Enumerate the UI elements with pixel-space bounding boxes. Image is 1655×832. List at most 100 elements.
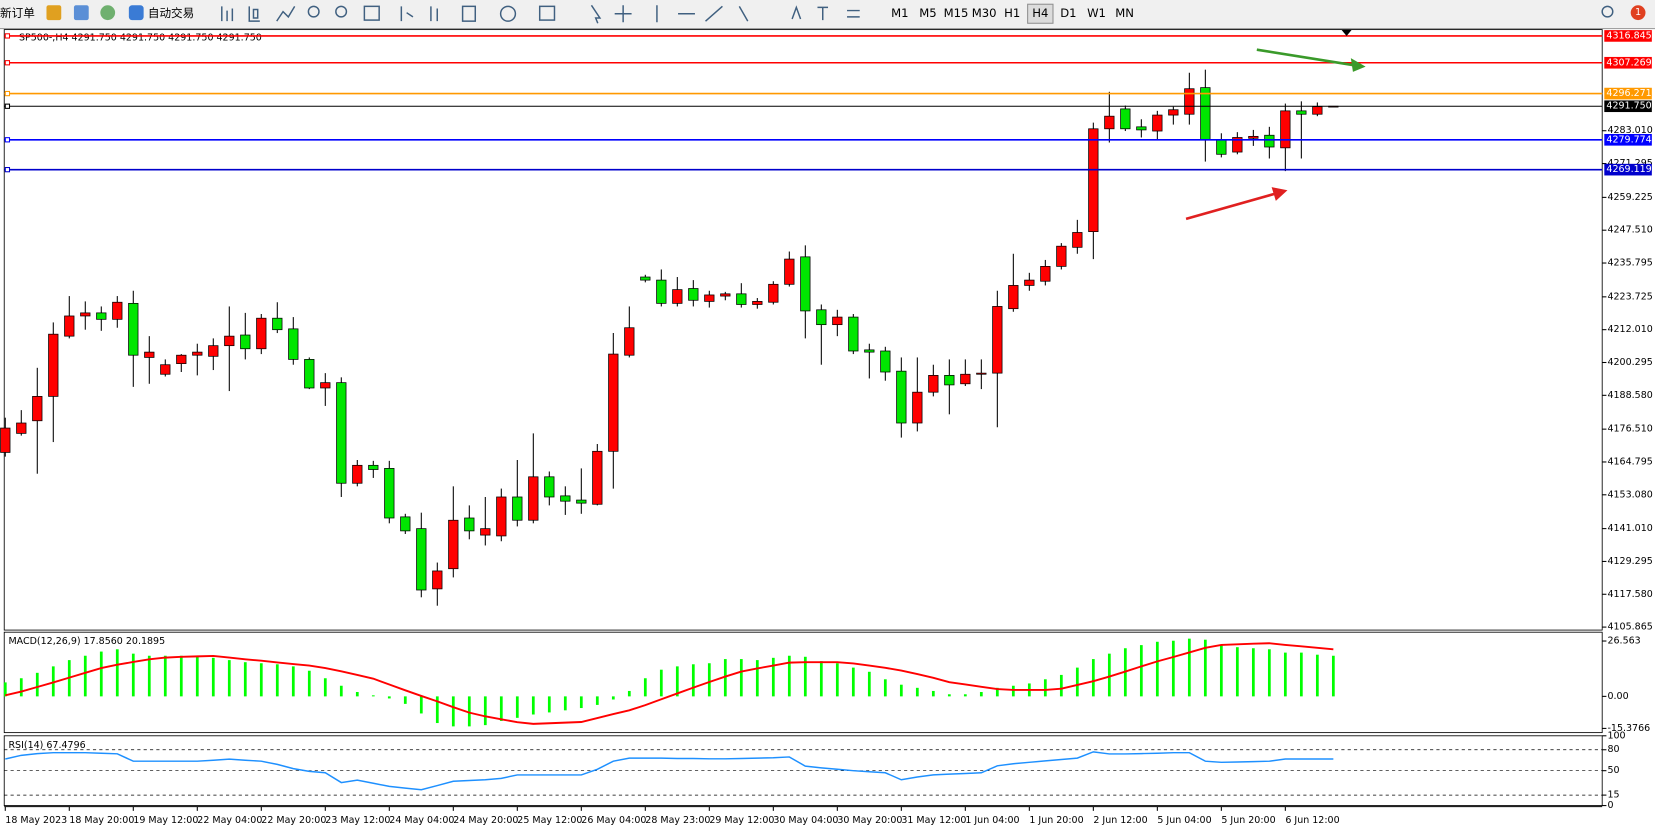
y-tick-label: 80	[1607, 744, 1619, 755]
candle-body	[528, 476, 539, 521]
y-tick-label: 0.00	[1607, 691, 1628, 702]
candle-body	[496, 496, 507, 537]
level-handle	[4, 137, 11, 143]
candle-body	[1248, 135, 1259, 139]
rsi-line	[5, 751, 1334, 791]
candle-body	[1024, 279, 1035, 286]
candle-body	[912, 391, 923, 424]
candle-body	[976, 372, 987, 375]
candle-body	[1184, 88, 1195, 115]
period-label[interactable]: H4	[1032, 6, 1048, 20]
macd-bar	[1155, 641, 1159, 697]
y-tick-label: 4223.725	[1607, 291, 1652, 302]
icon[interactable]	[100, 5, 116, 21]
price-tag	[1604, 100, 1652, 113]
price-tag-label: 4291.750	[1606, 101, 1651, 112]
auto-trading-button[interactable]: 自动交易	[148, 6, 194, 20]
period-label[interactable]: M1	[891, 6, 908, 20]
icon[interactable]	[128, 5, 144, 21]
macd-bar	[707, 663, 711, 697]
x-tick-label: 25 May 12:00	[517, 815, 582, 826]
macd-bar	[1251, 648, 1255, 697]
icon[interactable]	[847, 9, 860, 18]
toolbar	[0, 0, 1655, 29]
period-label[interactable]: D1	[1060, 6, 1076, 20]
candle-body	[240, 334, 251, 350]
price-tag	[1604, 133, 1652, 146]
y-tick-label: 4129.295	[1607, 556, 1652, 567]
icon[interactable]	[248, 6, 260, 22]
x-tick-label: 29 May 12:00	[709, 815, 774, 826]
icon[interactable]	[73, 5, 89, 21]
period-label[interactable]: H1	[1004, 6, 1020, 20]
candle-body	[992, 306, 1003, 374]
candle-body	[784, 258, 795, 285]
period-label[interactable]: MN	[1115, 6, 1134, 20]
candle-body	[560, 495, 571, 502]
period-label[interactable]: W1	[1087, 6, 1106, 20]
price-tag-label: 4279.774	[1606, 134, 1651, 145]
icon[interactable]	[499, 5, 517, 22]
candle-body	[320, 382, 331, 389]
icon[interactable]	[590, 4, 602, 24]
macd-bar	[19, 678, 23, 697]
macd-bar	[739, 659, 743, 697]
period-button[interactable]	[1027, 3, 1054, 24]
macd-bar	[851, 667, 855, 697]
icon[interactable]	[656, 5, 749, 23]
y-tick-label: 50	[1607, 765, 1619, 776]
annotations	[1185, 29, 1366, 221]
icon[interactable]	[221, 6, 234, 22]
icon[interactable]	[614, 5, 632, 23]
x-tick-label: 26 May 04:00	[581, 815, 646, 826]
macd-bar	[307, 670, 311, 697]
candle-body	[704, 294, 715, 302]
icon[interactable]	[335, 5, 348, 18]
macd-bar	[339, 685, 343, 697]
x-tick-label: 24 May 04:00	[389, 815, 454, 826]
macd-bar	[195, 656, 199, 697]
candle-body	[720, 293, 731, 297]
candle-body	[1072, 232, 1083, 248]
annotation-arrow	[1256, 48, 1357, 67]
x-tick-label: 6 Jun 12:00	[1285, 815, 1339, 826]
macd-bar	[963, 694, 967, 697]
icon[interactable]	[461, 5, 477, 22]
macd-bar	[515, 696, 519, 718]
period-label[interactable]: M15	[944, 6, 969, 20]
icon[interactable]	[430, 6, 438, 22]
macd-bar	[51, 666, 55, 697]
new-order-button[interactable]: 新订单	[0, 6, 35, 20]
macd-bar	[1171, 640, 1175, 697]
icon[interactable]	[363, 5, 380, 21]
notification-badge[interactable]	[1630, 5, 1646, 21]
y-tick-label: 15	[1607, 790, 1619, 801]
candle-body	[336, 382, 347, 484]
price-tag-label: 4307.269	[1606, 57, 1651, 68]
period-label[interactable]: M5	[919, 6, 936, 20]
macd-bar	[1267, 649, 1271, 697]
icon[interactable]	[1601, 5, 1614, 18]
macd-bar	[1203, 639, 1207, 697]
y-tick-label: 0	[1607, 800, 1613, 811]
period-label[interactable]: M30	[972, 6, 997, 20]
macd-bar	[83, 655, 87, 697]
candle-body	[1232, 137, 1243, 153]
icon[interactable]	[276, 5, 296, 22]
icon[interactable]	[400, 6, 414, 22]
candle-body	[64, 315, 75, 337]
x-tick-label: 19 May 12:00	[133, 815, 198, 826]
icon[interactable]	[46, 5, 62, 21]
macd-bar	[579, 696, 583, 709]
plot: 4105.865 4117.580 4129.295 4141.010 4153.080…	[0, 29, 1653, 826]
icon[interactable]	[538, 5, 556, 21]
x-tick-label: 5 Jun 04:00	[1157, 815, 1211, 826]
macd-bar	[947, 694, 951, 697]
candle-body	[480, 528, 491, 536]
macd-bar	[179, 655, 183, 697]
icon[interactable]	[791, 5, 829, 21]
macd-bar	[211, 657, 215, 697]
y-tick-label: 26.563	[1607, 636, 1640, 647]
icon[interactable]	[307, 5, 320, 18]
candle-body	[1056, 245, 1067, 267]
